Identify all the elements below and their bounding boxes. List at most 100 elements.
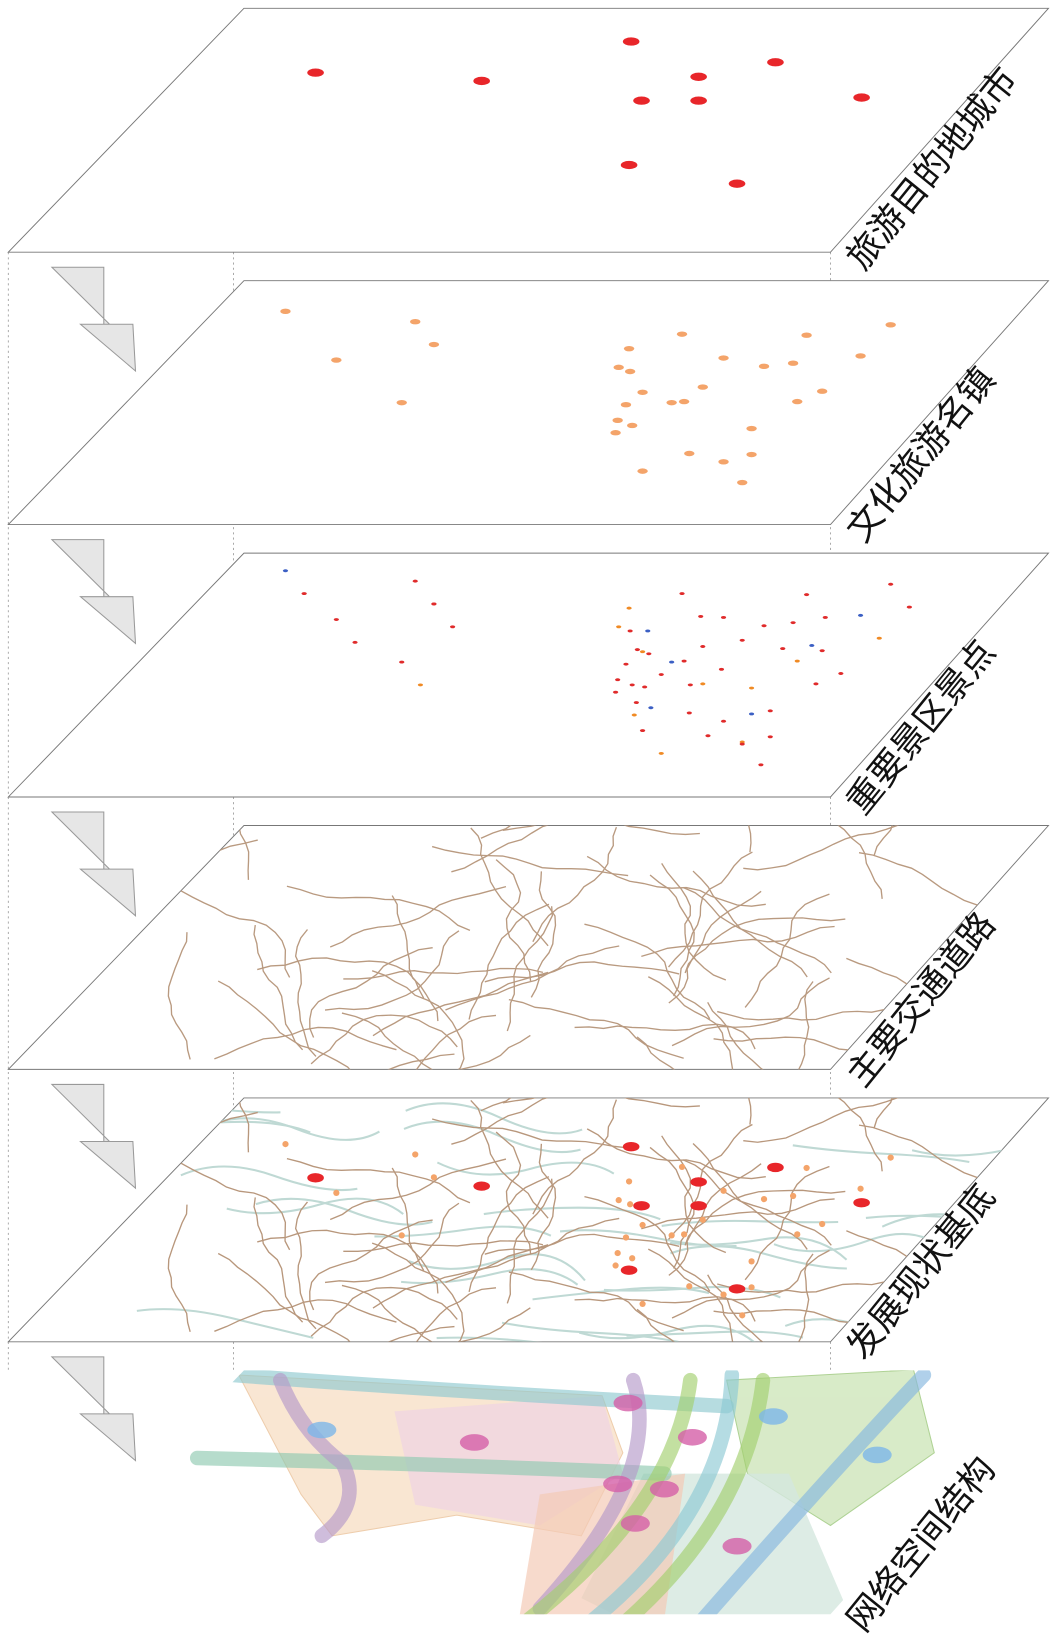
- road: [684, 917, 846, 974]
- road: [470, 827, 549, 947]
- spot-dot: [333, 618, 339, 621]
- town-dot: [720, 1187, 727, 1194]
- spot-dot: [681, 659, 687, 663]
- road: [310, 1286, 458, 1337]
- road: [743, 1097, 922, 1143]
- road: [574, 1296, 756, 1322]
- spot-dot: [431, 602, 437, 606]
- city-dot: [728, 179, 746, 188]
- flow-arrow: [189, 1450, 672, 1481]
- down-arrow: [50, 811, 137, 917]
- road: [873, 825, 995, 856]
- road: [409, 1287, 497, 1342]
- town-dot: [758, 363, 770, 370]
- road: [532, 826, 618, 943]
- road: [586, 1128, 766, 1180]
- node: [307, 1421, 337, 1439]
- layer-plane: [7, 1097, 1050, 1343]
- spot-dot: [813, 682, 819, 686]
- town-dot: [430, 1174, 438, 1181]
- town-dot: [746, 425, 757, 432]
- town-dot: [676, 331, 688, 337]
- road: [636, 1036, 705, 1070]
- city-dot: [473, 76, 490, 86]
- spot-dot: [658, 673, 664, 676]
- town-dot: [333, 1189, 340, 1196]
- spot-dot: [748, 712, 755, 716]
- town-dot: [678, 398, 690, 405]
- spot-dot: [417, 683, 424, 687]
- town-dot: [620, 402, 632, 408]
- node: [459, 1434, 489, 1451]
- road: [431, 845, 629, 877]
- layer-plane: [7, 825, 1050, 1070]
- road: [372, 1244, 549, 1309]
- road: [286, 885, 471, 931]
- road: [371, 970, 465, 1070]
- flow-arrow: [522, 1372, 698, 1615]
- spot-dot: [615, 678, 621, 682]
- road: [771, 1253, 814, 1342]
- road: [647, 1248, 734, 1342]
- town-dot: [331, 357, 342, 363]
- road: [362, 1307, 531, 1342]
- road: [641, 1198, 835, 1230]
- town-dot: [737, 479, 748, 486]
- road: [167, 1204, 191, 1333]
- road: [308, 1053, 455, 1070]
- spot-dot: [767, 709, 773, 713]
- town-dot: [887, 1154, 894, 1161]
- road: [484, 1233, 680, 1255]
- town-dot: [639, 1221, 646, 1229]
- road: [661, 863, 727, 981]
- spot-dot: [645, 629, 651, 633]
- road: [743, 825, 922, 871]
- city-dot: [767, 1162, 784, 1173]
- city-dot: [853, 1198, 870, 1208]
- city-dot: [853, 93, 870, 102]
- town-dot: [396, 399, 407, 406]
- spot-dot: [282, 569, 289, 573]
- spot-dot: [720, 616, 727, 619]
- city-dot: [690, 96, 707, 105]
- road: [773, 1097, 883, 1172]
- spot-dot: [629, 683, 635, 687]
- road: [451, 1097, 626, 1145]
- road: [636, 1308, 705, 1342]
- spot-dot: [790, 621, 796, 625]
- city-dot: [620, 1265, 638, 1275]
- spot-dot: [739, 638, 745, 642]
- spot-dot: [612, 690, 619, 694]
- town-dot: [622, 1234, 630, 1241]
- road: [584, 923, 711, 1020]
- road: [253, 1197, 304, 1323]
- spot-dot: [626, 606, 632, 610]
- spot-dot: [857, 613, 864, 617]
- layer: 旅游目的地城市: [7, 7, 1050, 278]
- terrain: [403, 1120, 581, 1154]
- city-dot: [633, 96, 650, 105]
- town-dot: [639, 1300, 646, 1308]
- town-dot: [819, 1220, 826, 1228]
- node: [722, 1537, 752, 1555]
- road: [391, 895, 439, 1022]
- road: [468, 1176, 550, 1293]
- spot-dot: [399, 660, 405, 664]
- town-dot: [816, 388, 828, 394]
- town-dot: [855, 353, 866, 359]
- road: [495, 1131, 532, 1254]
- town-dot: [623, 345, 635, 352]
- road: [470, 1099, 549, 1219]
- road: [717, 1273, 913, 1293]
- road: [484, 961, 680, 983]
- spot-dot: [634, 648, 640, 652]
- road: [167, 932, 191, 1060]
- road: [286, 1157, 471, 1204]
- town-dot: [398, 1232, 405, 1239]
- city-dot: [690, 1177, 707, 1187]
- road: [308, 1325, 455, 1342]
- road: [162, 825, 250, 880]
- town-dot: [612, 417, 623, 423]
- road: [173, 1155, 291, 1251]
- town-dot: [412, 1151, 419, 1158]
